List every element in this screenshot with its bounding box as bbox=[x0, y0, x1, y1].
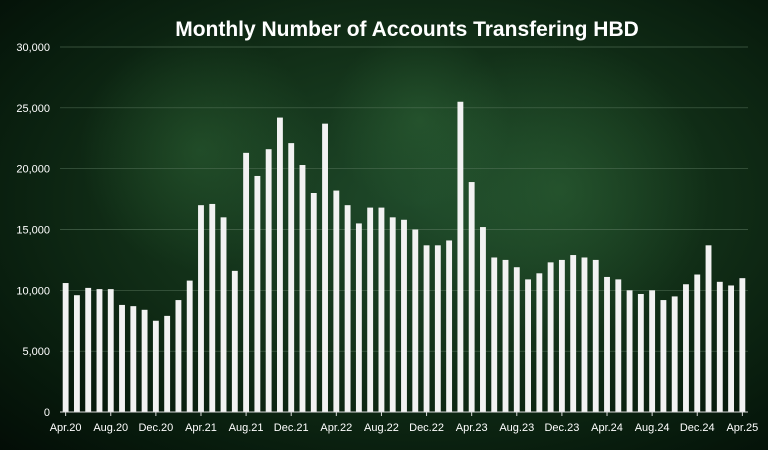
bar bbox=[389, 217, 396, 412]
bar bbox=[468, 182, 475, 412]
bar bbox=[480, 227, 486, 412]
bar bbox=[581, 257, 588, 412]
bar bbox=[152, 320, 159, 412]
bar bbox=[683, 284, 689, 412]
bar bbox=[85, 287, 92, 412]
x-tick-label: Aug.20 bbox=[93, 422, 128, 434]
bar bbox=[220, 217, 227, 412]
x-tick-label: Aug.21 bbox=[229, 422, 264, 434]
bar bbox=[637, 293, 644, 412]
bar bbox=[592, 259, 599, 412]
bar bbox=[333, 190, 340, 412]
bar bbox=[243, 152, 250, 412]
bar bbox=[615, 279, 622, 412]
bar bbox=[130, 306, 137, 412]
bar bbox=[277, 117, 283, 413]
y-tick-label: 15,000 bbox=[16, 225, 50, 237]
y-tick-label: 20,000 bbox=[16, 164, 50, 176]
bar bbox=[525, 279, 531, 412]
chart-title: Monthly Number of Accounts Transfering H… bbox=[175, 18, 639, 41]
y-tick-label: 10,000 bbox=[16, 285, 50, 297]
bar bbox=[198, 205, 204, 412]
bar bbox=[434, 245, 441, 412]
x-tick-label: Aug.22 bbox=[364, 422, 399, 434]
y-axis-ticks: 0 5,000 10,000 15,000 20,000 25,000 30,000 bbox=[16, 42, 50, 419]
x-tick-label: Apr.24 bbox=[591, 422, 623, 434]
bar bbox=[175, 300, 182, 412]
bar bbox=[739, 278, 746, 412]
bar bbox=[367, 207, 374, 412]
bar bbox=[457, 101, 464, 412]
bar bbox=[119, 304, 125, 412]
x-tick-label: Apr.20 bbox=[50, 422, 82, 434]
bar bbox=[694, 274, 701, 412]
bar bbox=[378, 207, 385, 412]
x-tick-label: Apr.22 bbox=[320, 422, 352, 434]
bar bbox=[254, 175, 261, 412]
bar bbox=[626, 290, 633, 412]
bar bbox=[728, 285, 735, 412]
bar bbox=[671, 296, 678, 412]
bar bbox=[649, 290, 656, 412]
y-tick-label: 5,000 bbox=[22, 346, 50, 358]
bar bbox=[288, 143, 295, 412]
x-tick-label: Apr.23 bbox=[456, 422, 488, 434]
x-tick-label: Dec.24 bbox=[680, 422, 715, 434]
background-decoration bbox=[80, 30, 710, 340]
bar bbox=[265, 149, 272, 412]
bar bbox=[716, 281, 723, 412]
y-tick-label: 0 bbox=[44, 407, 50, 419]
x-tick-label: Dec.20 bbox=[138, 422, 173, 434]
bar bbox=[231, 270, 238, 412]
bar bbox=[96, 289, 103, 412]
bar bbox=[423, 245, 430, 412]
bars bbox=[62, 101, 746, 413]
bar bbox=[604, 276, 610, 412]
bar bbox=[344, 205, 351, 412]
x-tick-label: Dec.21 bbox=[274, 422, 309, 434]
x-tick-label: Apr.25 bbox=[726, 422, 758, 434]
bar bbox=[299, 165, 306, 412]
bar bbox=[536, 273, 543, 412]
bar bbox=[73, 295, 80, 412]
bar bbox=[186, 280, 193, 412]
x-tick-label: Dec.23 bbox=[544, 422, 579, 434]
bar bbox=[107, 289, 114, 412]
y-tick-label: 25,000 bbox=[16, 103, 50, 115]
bar bbox=[355, 223, 362, 412]
x-tick-label: Dec.22 bbox=[409, 422, 444, 434]
x-tick-label: Apr.21 bbox=[185, 422, 217, 434]
bar bbox=[513, 267, 520, 412]
bar bbox=[502, 259, 509, 412]
bar bbox=[209, 203, 216, 412]
bar bbox=[660, 300, 667, 412]
bar bbox=[547, 262, 554, 412]
bar bbox=[322, 123, 328, 413]
x-axis-ticks: Apr.20 Aug.20 Dec.20 Apr.21 Aug.21 Dec.21 Apr.… bbox=[50, 412, 758, 434]
bar bbox=[570, 255, 577, 412]
bar bbox=[558, 259, 565, 412]
x-tick-label: Aug.24 bbox=[635, 422, 670, 434]
bar bbox=[62, 283, 69, 412]
bar bbox=[412, 229, 419, 412]
x-tick-label: Aug.23 bbox=[499, 422, 534, 434]
y-tick-label: 30,000 bbox=[16, 42, 50, 54]
bar bbox=[164, 315, 171, 412]
bar bbox=[446, 240, 453, 412]
bar bbox=[705, 245, 712, 412]
bar bbox=[310, 193, 317, 412]
bar bbox=[491, 257, 498, 412]
bar bbox=[141, 309, 148, 412]
bar bbox=[401, 219, 407, 412]
